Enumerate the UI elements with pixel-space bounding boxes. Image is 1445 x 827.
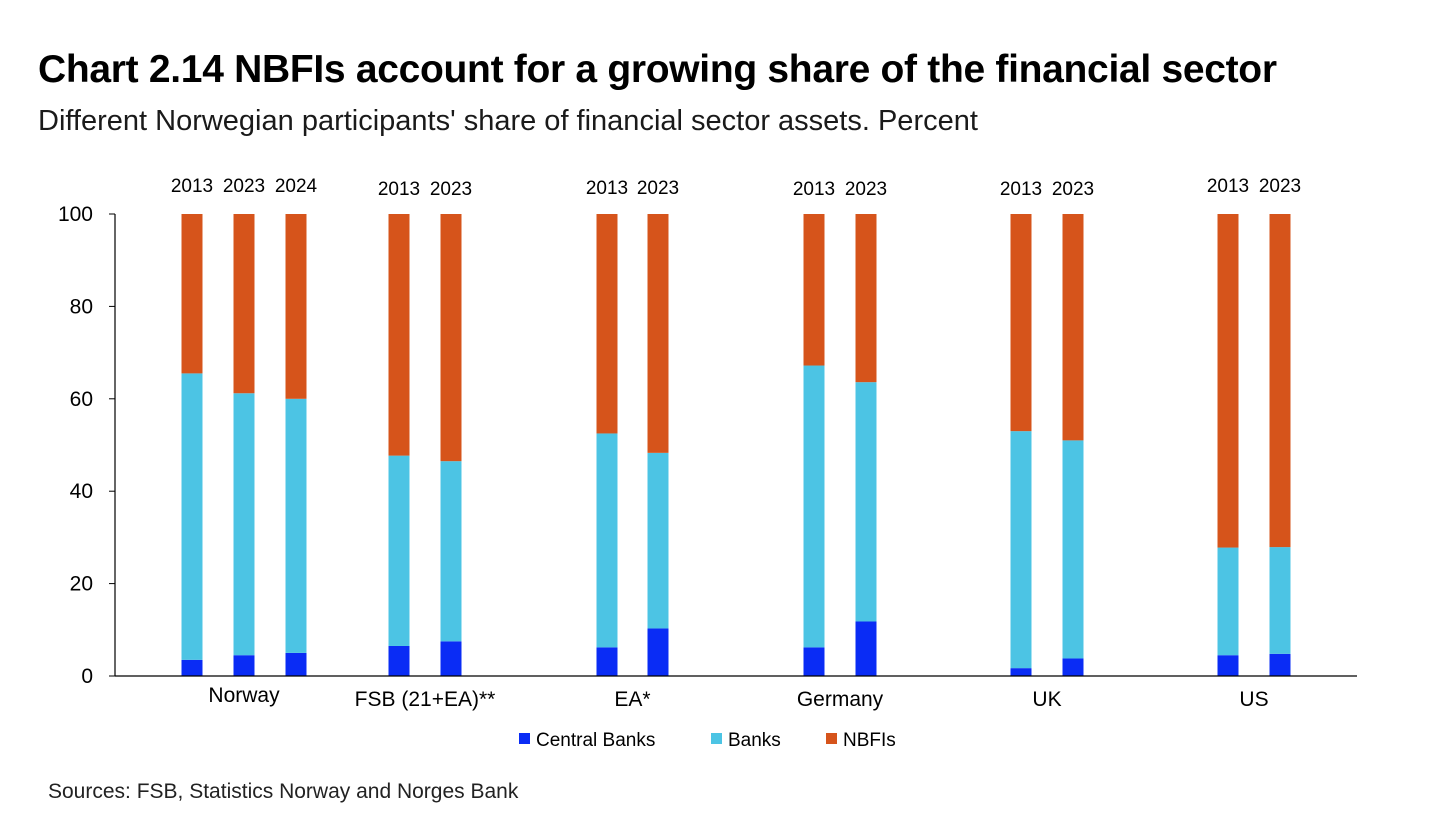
bar-segment-central-banks bbox=[1217, 655, 1239, 676]
category-label: Germany bbox=[797, 688, 884, 711]
bar-segment-nbfis bbox=[285, 214, 307, 399]
bar-segment-banks bbox=[1010, 431, 1032, 669]
legend-swatch bbox=[711, 733, 722, 744]
category-label: Norway bbox=[208, 684, 280, 707]
y-tick-label: 80 bbox=[70, 295, 93, 318]
bar-year-label: 2023 bbox=[1259, 176, 1301, 197]
bar-segment-central-banks bbox=[647, 628, 669, 676]
bar-segment-central-banks bbox=[803, 647, 825, 676]
chart-source: Sources: FSB, Statistics Norway and Norg… bbox=[48, 780, 519, 803]
labels: 2013 2023 2024 Norway 2013 2023 FSB (21+EA)** 2… bbox=[171, 176, 1301, 711]
bar-segment-banks bbox=[1062, 440, 1084, 659]
bar-segment-central-banks bbox=[233, 655, 255, 676]
bar-year-label: 2013 bbox=[378, 179, 420, 200]
bar-segment-central-banks bbox=[855, 621, 877, 676]
bar-segment-banks bbox=[388, 455, 410, 646]
bar-segment-nbfis bbox=[440, 214, 462, 462]
bar-segment-banks bbox=[233, 393, 255, 656]
bar-segment-nbfis bbox=[181, 214, 203, 374]
bar-segment-nbfis bbox=[233, 214, 255, 394]
bar-segment-banks bbox=[803, 365, 825, 648]
bar-segment-nbfis bbox=[803, 214, 825, 366]
bar-segment-nbfis bbox=[855, 214, 877, 383]
bar-year-label: 2013 bbox=[793, 179, 835, 200]
category-label: US bbox=[1239, 688, 1268, 711]
bar-segment-banks bbox=[1217, 547, 1239, 656]
bar-segment-banks bbox=[1269, 547, 1291, 654]
bar-segment-nbfis bbox=[388, 214, 410, 456]
bar-segment-banks bbox=[285, 398, 307, 653]
category-label: EA* bbox=[614, 688, 650, 711]
bar-year-label: 2023 bbox=[637, 178, 679, 199]
bar-segment-central-banks bbox=[285, 652, 307, 676]
bar-segment-banks bbox=[596, 433, 618, 648]
legend-label: Banks bbox=[728, 730, 781, 751]
bar-segment-central-banks bbox=[440, 641, 462, 676]
legend: Central Banks Banks NBFIs bbox=[519, 730, 896, 751]
y-tick-label: 40 bbox=[70, 480, 93, 503]
bar-segment-banks bbox=[647, 452, 669, 629]
bar-segment-banks bbox=[855, 382, 877, 622]
bar-segment-nbfis bbox=[596, 214, 618, 434]
bar-segment-nbfis bbox=[1062, 214, 1084, 441]
bar-segment-central-banks bbox=[596, 647, 618, 676]
bar-segment-central-banks bbox=[181, 659, 203, 676]
y-tick-label: 0 bbox=[81, 665, 93, 688]
bar-segment-nbfis bbox=[1010, 214, 1032, 432]
y-tick-label: 100 bbox=[58, 203, 93, 226]
category-label: FSB (21+EA)** bbox=[355, 688, 496, 711]
category-label: UK bbox=[1032, 688, 1061, 711]
legend-swatch bbox=[826, 733, 837, 744]
y-tick-label: 20 bbox=[70, 573, 93, 596]
bar-segment-central-banks bbox=[1062, 658, 1084, 676]
legend-label: NBFIs bbox=[843, 730, 896, 751]
bar-year-label: 2023 bbox=[223, 176, 265, 197]
axes bbox=[114, 214, 1357, 677]
legend-swatch bbox=[519, 733, 530, 744]
bar-segment-nbfis bbox=[647, 214, 669, 453]
bar-segment-central-banks bbox=[1269, 653, 1291, 676]
bar-segment-nbfis bbox=[1269, 214, 1291, 548]
bar-year-label: 2013 bbox=[171, 176, 213, 197]
legend-label: Central Banks bbox=[536, 730, 655, 751]
y-tick-label: 60 bbox=[70, 388, 93, 411]
chart-subtitle: Different Norwegian participants' share … bbox=[38, 105, 978, 137]
bar-year-label: 2013 bbox=[1207, 176, 1249, 197]
bar-segment-nbfis bbox=[1217, 214, 1239, 548]
bar-year-label: 2023 bbox=[430, 179, 472, 200]
bar-year-label: 2023 bbox=[1052, 179, 1094, 200]
bar-year-label: 2024 bbox=[275, 176, 318, 197]
bars bbox=[181, 214, 1291, 676]
bar-year-label: 2013 bbox=[586, 178, 628, 199]
y-axis-ticks: 0 20 40 60 80 100 bbox=[58, 203, 115, 688]
bar-segment-banks bbox=[181, 373, 203, 660]
bar-segment-central-banks bbox=[1010, 668, 1032, 676]
bar-segment-banks bbox=[440, 461, 462, 642]
bar-year-label: 2023 bbox=[845, 179, 887, 200]
bar-year-label: 2013 bbox=[1000, 179, 1042, 200]
bar-segment-central-banks bbox=[388, 645, 410, 676]
chart-title: Chart 2.14 NBFIs account for a growing s… bbox=[38, 48, 1277, 91]
